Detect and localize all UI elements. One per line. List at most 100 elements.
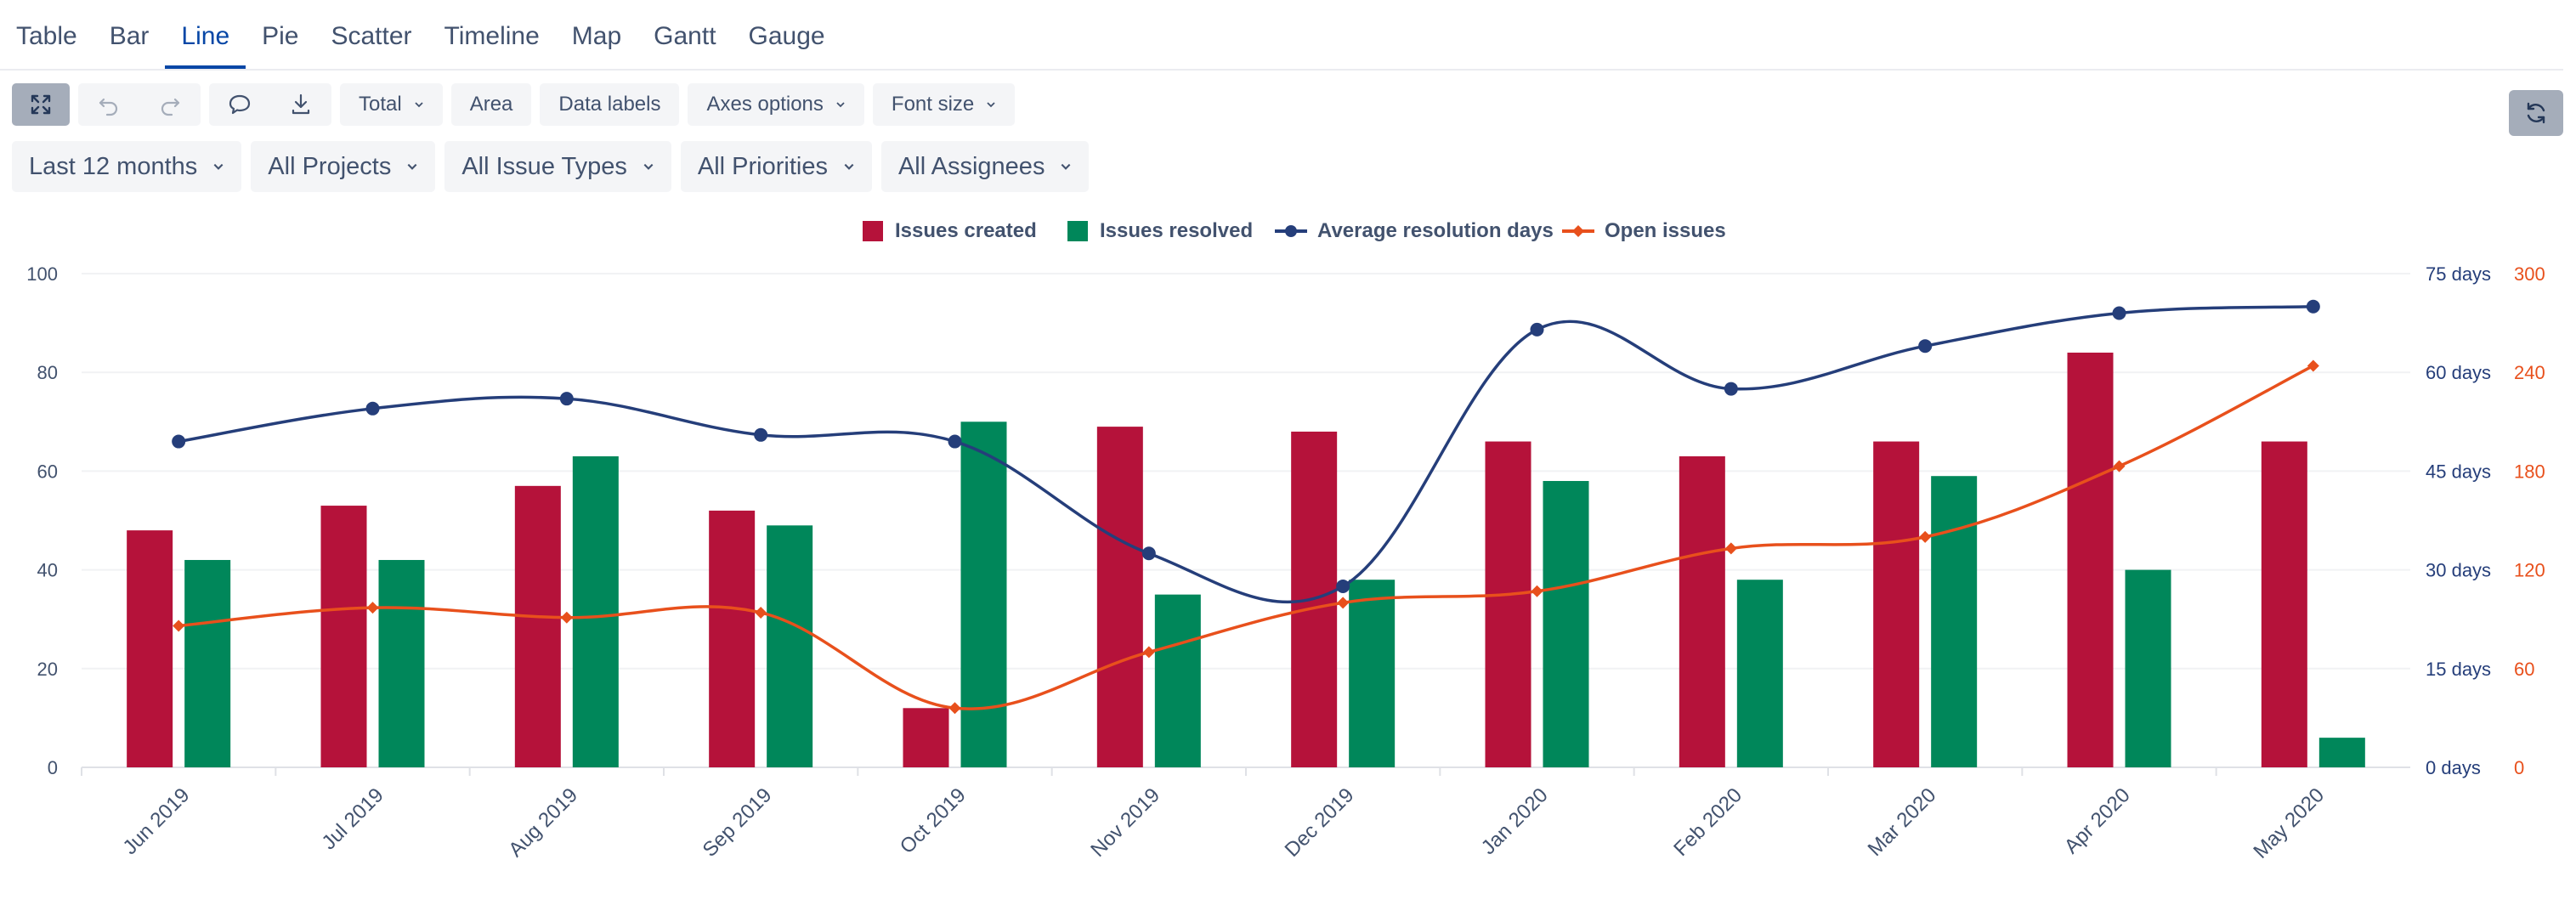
y-right-open-tick-label: 300 — [2514, 263, 2545, 285]
bar-issues-resolved — [572, 455, 619, 767]
x-axis: Jun 2019 Jul 2019 Aug 2019 Sep 2019 Oct 2019… — [81, 767, 2329, 863]
y-axis-right-days: 0 days 15 days 30 days 45 days 60 days 75 day… — [2426, 263, 2491, 778]
line-average-resolution-days — [178, 304, 2313, 604]
y-right-days-tick-label: 45 days — [2426, 461, 2491, 482]
point-open-issues — [560, 611, 573, 624]
y-right-open-tick-label: 240 — [2514, 362, 2545, 383]
legend-label-created: Issues created — [895, 219, 1037, 242]
point-open-issues — [948, 702, 961, 715]
tab-gauge[interactable]: Gauge — [748, 21, 825, 50]
y-left-tick-label: 80 — [37, 362, 58, 383]
point-average-resolution-days — [1530, 322, 1544, 337]
tab-table[interactable]: Table — [16, 21, 77, 50]
point-open-issues — [1142, 646, 1155, 659]
bar-issues-resolved — [2125, 569, 2171, 767]
fullscreen-button[interactable] — [12, 83, 70, 126]
legend-swatch-resolved — [1067, 221, 1088, 241]
priorities-filter[interactable]: All Priorities — [680, 141, 872, 192]
priorities-filter-label: All Priorities — [697, 152, 828, 180]
total-dropdown[interactable]: Total — [340, 83, 443, 126]
assignees-filter[interactable]: All Assignees — [880, 141, 1090, 192]
tab-line[interactable]: Line — [165, 0, 246, 69]
point-open-issues — [1919, 530, 1932, 543]
bar-issues-resolved — [767, 525, 813, 767]
tab-bar[interactable]: Bar — [109, 21, 150, 50]
tab-map[interactable]: Map — [571, 21, 622, 50]
font-size-dropdown[interactable]: Font size — [872, 83, 1016, 126]
legend-issues-resolved[interactable]: Issues resolved — [1067, 219, 1253, 243]
point-open-issues — [2113, 460, 2126, 472]
legend-average-resolution-days[interactable]: Average resolution days — [1275, 219, 1554, 243]
x-tick-label: Jul 2019 — [317, 783, 388, 854]
point-open-issues — [1531, 585, 1543, 597]
tab-gantt[interactable]: Gantt — [654, 21, 716, 50]
legend-open-issues[interactable]: Open issues — [1562, 219, 1726, 243]
y-right-days-tick-label: 30 days — [2426, 560, 2491, 581]
legend-swatch-created — [863, 221, 883, 241]
legend-label-open: Open issues — [1605, 219, 1726, 242]
chevron-down-icon — [1062, 163, 1071, 170]
chevron-down-icon — [836, 102, 845, 108]
axes-options-dropdown[interactable]: Axes options — [688, 83, 864, 126]
axes-options-label: Axes options — [706, 93, 824, 116]
tab-scatter[interactable]: Scatter — [331, 21, 412, 50]
refresh-icon — [2527, 102, 2545, 124]
y-axis-left: 0 20 40 60 80 100 — [26, 263, 58, 778]
issue-types-filter[interactable]: All Issue Types — [444, 141, 671, 192]
filter-bar: Last 12 months All Projects All Issue Ty… — [12, 141, 1090, 192]
redo-button[interactable] — [139, 83, 201, 126]
bar-issues-created — [709, 510, 756, 767]
bar-issues-resolved — [184, 559, 231, 767]
bar-issues-created — [903, 708, 949, 767]
comment-icon — [229, 94, 251, 115]
undo-button[interactable] — [78, 83, 139, 126]
y-right-open-tick-label: 180 — [2514, 461, 2545, 482]
assignees-filter-label: All Assignees — [897, 152, 1045, 180]
y-left-tick-label: 0 — [48, 757, 58, 778]
point-average-resolution-days — [1141, 546, 1156, 561]
point-open-issues — [366, 602, 379, 614]
data-labels-button[interactable]: Data labels — [540, 83, 680, 126]
bar-issues-created — [320, 506, 367, 767]
area-toggle-button[interactable]: Area — [450, 83, 532, 126]
point-open-issues — [2307, 359, 2319, 372]
point-average-resolution-days — [948, 434, 962, 449]
undo-icon — [99, 98, 118, 116]
period-filter[interactable]: Last 12 months — [12, 141, 242, 192]
x-tick-label: Oct 2019 — [896, 783, 971, 858]
point-average-resolution-days — [365, 401, 380, 416]
tab-timeline[interactable]: Timeline — [444, 21, 540, 50]
x-tick-label: Feb 2020 — [1669, 783, 1747, 861]
bar-issues-resolved — [960, 421, 1007, 767]
bar-issues-created — [2261, 441, 2307, 767]
point-average-resolution-days — [2112, 306, 2126, 320]
bar-issues-resolved — [1154, 594, 1201, 767]
y-axis-right-open: 0 60 120 180 240 300 — [2514, 263, 2545, 778]
x-tick-label: Dec 2019 — [1281, 783, 1359, 862]
chevron-down-icon — [213, 163, 224, 170]
comment-button[interactable] — [209, 83, 270, 126]
x-tick-label: Aug 2019 — [504, 783, 582, 862]
chevron-down-icon — [407, 163, 417, 170]
area-label: Area — [469, 93, 513, 116]
font-size-label: Font size — [891, 93, 975, 116]
projects-filter[interactable]: All Projects — [251, 141, 436, 192]
line-open-issues — [178, 364, 2314, 710]
point-average-resolution-days — [2306, 299, 2320, 314]
undo-redo-group — [78, 83, 201, 126]
refresh-button[interactable] — [2509, 90, 2563, 136]
chevron-down-icon — [987, 102, 995, 108]
export-button[interactable] — [270, 83, 331, 126]
legend-issues-created[interactable]: Issues created — [863, 219, 1037, 243]
y-left-tick-label: 20 — [37, 659, 58, 680]
point-average-resolution-days — [754, 427, 768, 442]
bar-issues-created — [1873, 441, 1920, 767]
point-open-issues — [755, 606, 767, 619]
y-right-days-tick-label: 15 days — [2426, 659, 2491, 680]
x-tick-label: May 2020 — [2249, 783, 2329, 863]
bar-issues-created — [127, 530, 173, 767]
tab-pie[interactable]: Pie — [262, 21, 299, 50]
y-right-days-tick-label: 0 days — [2426, 757, 2481, 778]
legend-label-avg-days: Average resolution days — [1317, 219, 1554, 242]
